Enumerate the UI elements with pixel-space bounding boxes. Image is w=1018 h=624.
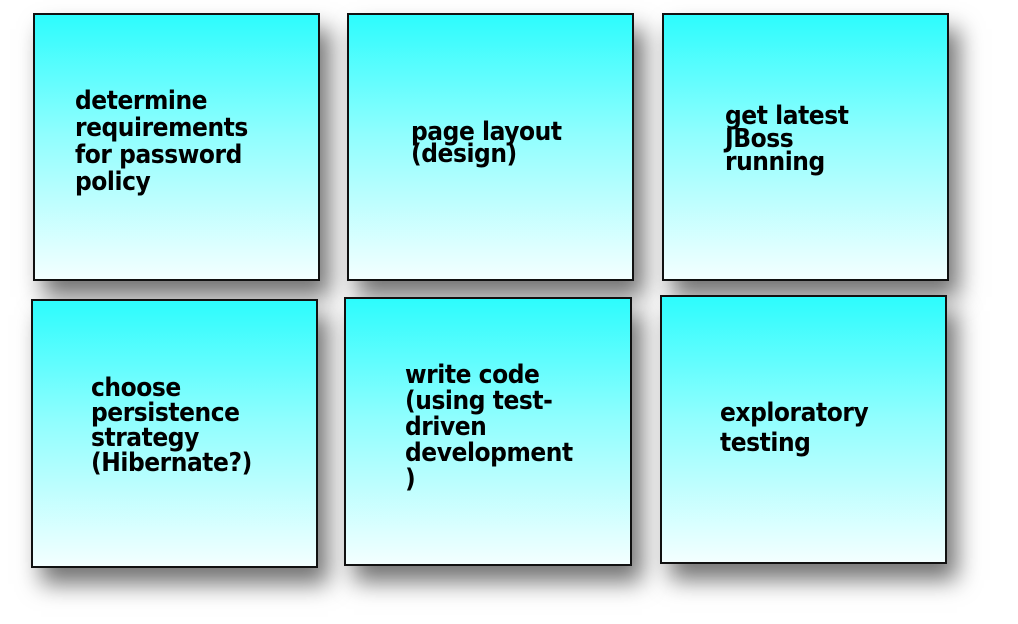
task-card-text: choose persistence strategy (Hibernate?) <box>91 373 252 478</box>
task-card-text: get latest JBoss running <box>725 101 849 177</box>
task-card-persistence-strategy: choose persistence strategy (Hibernate?) <box>31 299 318 568</box>
task-card-text: determine requirements for password poli… <box>75 86 248 197</box>
task-card-jboss: get latest JBoss running <box>662 13 949 281</box>
task-card-text: exploratory testing <box>720 398 869 458</box>
task-card-text: page layout (design) <box>411 117 562 169</box>
task-card-text: write code (using test- driven developme… <box>405 360 573 494</box>
task-card-password-policy: determine requirements for password poli… <box>33 13 320 281</box>
task-card-exploratory-testing: exploratory testing <box>660 295 947 564</box>
task-card-page-layout: page layout (design) <box>347 13 634 281</box>
task-card-write-code: write code (using test- driven developme… <box>344 297 632 566</box>
